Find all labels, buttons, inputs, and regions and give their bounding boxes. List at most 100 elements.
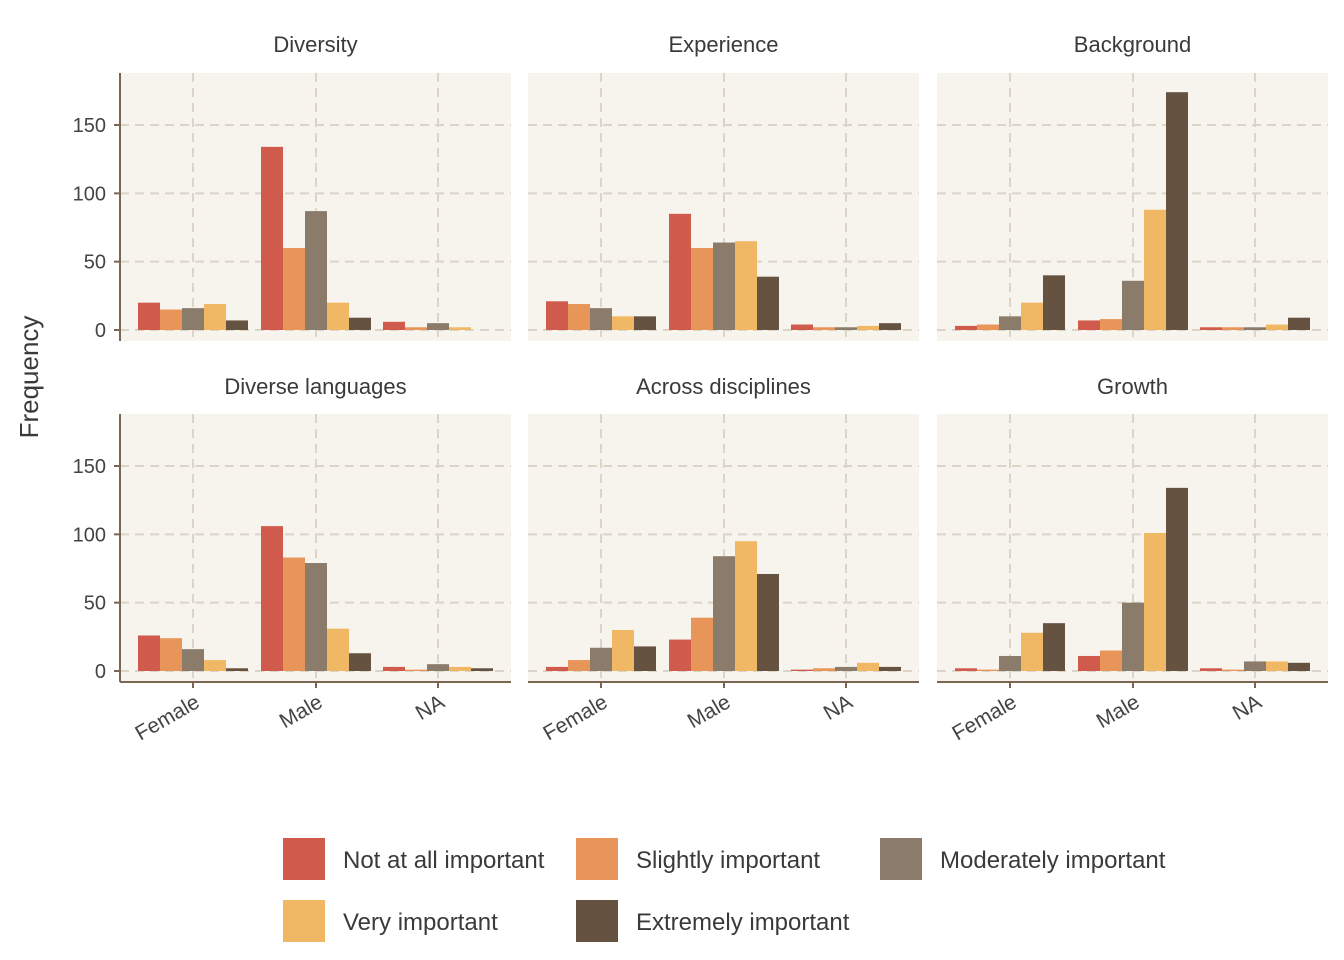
bar xyxy=(612,630,634,671)
y-tick-label: 0 xyxy=(95,320,106,342)
bar xyxy=(757,276,779,330)
bar xyxy=(568,660,590,671)
bar xyxy=(835,327,857,330)
bar xyxy=(546,666,568,671)
facet-panel: Experience xyxy=(528,32,919,341)
x-tick-label: NA xyxy=(1229,690,1266,725)
bar xyxy=(568,304,590,330)
bar xyxy=(1100,319,1122,330)
legend-label: Slightly important xyxy=(636,847,820,874)
bar xyxy=(857,325,879,330)
facet-title: Diverse languages xyxy=(224,374,406,399)
bar xyxy=(182,308,204,330)
bar xyxy=(305,211,327,330)
bar xyxy=(138,635,160,671)
bar xyxy=(669,639,691,671)
bar xyxy=(857,662,879,671)
bar xyxy=(590,647,612,671)
bar xyxy=(1288,317,1310,330)
legend-label: Very important xyxy=(343,909,498,936)
facet-panel: Diverse languages 0 50 100 150 Female Male NA xyxy=(73,374,511,745)
x-tick-label: NA xyxy=(412,690,449,725)
x-tick-label: Female xyxy=(539,690,611,745)
bar xyxy=(449,666,471,671)
bar xyxy=(999,655,1021,671)
bar xyxy=(1288,662,1310,671)
legend-item: Slightly important xyxy=(576,838,820,880)
bar xyxy=(1144,532,1166,671)
bar xyxy=(977,669,999,671)
bar xyxy=(791,669,813,671)
bar xyxy=(757,573,779,671)
bar xyxy=(1244,661,1266,671)
bar xyxy=(590,308,612,330)
bar xyxy=(160,638,182,671)
bar xyxy=(471,668,493,671)
bar xyxy=(813,668,835,671)
bar xyxy=(1021,632,1043,671)
bar xyxy=(691,617,713,671)
facet-title: Background xyxy=(1074,32,1191,57)
bar xyxy=(546,301,568,330)
bar xyxy=(405,327,427,330)
bar xyxy=(999,316,1021,330)
bar xyxy=(1266,324,1288,330)
legend-label: Moderately important xyxy=(940,847,1166,874)
bar xyxy=(791,324,813,330)
bar xyxy=(349,653,371,671)
y-tick-label: 100 xyxy=(73,183,106,205)
bar xyxy=(835,666,857,671)
x-tick-label: Male xyxy=(276,690,327,733)
bar xyxy=(879,666,901,671)
y-tick-label: 50 xyxy=(84,593,106,615)
bar xyxy=(226,320,248,330)
legend-item: Very important xyxy=(283,900,498,942)
bar xyxy=(1122,280,1144,330)
bar xyxy=(427,323,449,330)
bar xyxy=(634,316,656,330)
bar xyxy=(1100,650,1122,671)
bar xyxy=(160,309,182,330)
bar xyxy=(669,213,691,330)
bar xyxy=(283,248,305,330)
bar xyxy=(1244,327,1266,330)
bar xyxy=(735,541,757,671)
bar xyxy=(283,557,305,671)
bar xyxy=(1078,655,1100,671)
bar xyxy=(449,327,471,330)
bar xyxy=(349,317,371,330)
x-tick-label: Female xyxy=(948,690,1020,745)
bar xyxy=(1144,209,1166,330)
bar xyxy=(1200,327,1222,330)
legend-label: Not at all important xyxy=(343,847,545,874)
bar xyxy=(138,302,160,330)
x-tick-label: Female xyxy=(131,690,203,745)
bar xyxy=(634,646,656,671)
bar xyxy=(1166,92,1188,330)
bar xyxy=(612,316,634,330)
bar xyxy=(1043,623,1065,671)
bar xyxy=(261,146,283,330)
bar xyxy=(182,649,204,671)
legend-swatch xyxy=(880,838,922,880)
facet-title: Growth xyxy=(1097,374,1168,399)
bar xyxy=(226,668,248,671)
bar xyxy=(1200,668,1222,671)
y-tick-label: 150 xyxy=(73,115,106,137)
facet-panel: Growth Female Male NA xyxy=(937,374,1328,745)
bar xyxy=(204,660,226,671)
bar xyxy=(305,563,327,671)
legend-swatch xyxy=(576,838,618,880)
facet-title: Diversity xyxy=(273,32,357,57)
x-tick-label: NA xyxy=(820,690,857,725)
bar xyxy=(204,304,226,330)
bar xyxy=(691,248,713,330)
legend-swatch xyxy=(576,900,618,942)
legend-swatch xyxy=(283,900,325,942)
bar xyxy=(1266,661,1288,671)
x-tick-label: Male xyxy=(684,690,735,733)
bar xyxy=(1166,487,1188,671)
legend-swatch xyxy=(283,838,325,880)
y-axis-label: Frequency xyxy=(14,316,44,439)
